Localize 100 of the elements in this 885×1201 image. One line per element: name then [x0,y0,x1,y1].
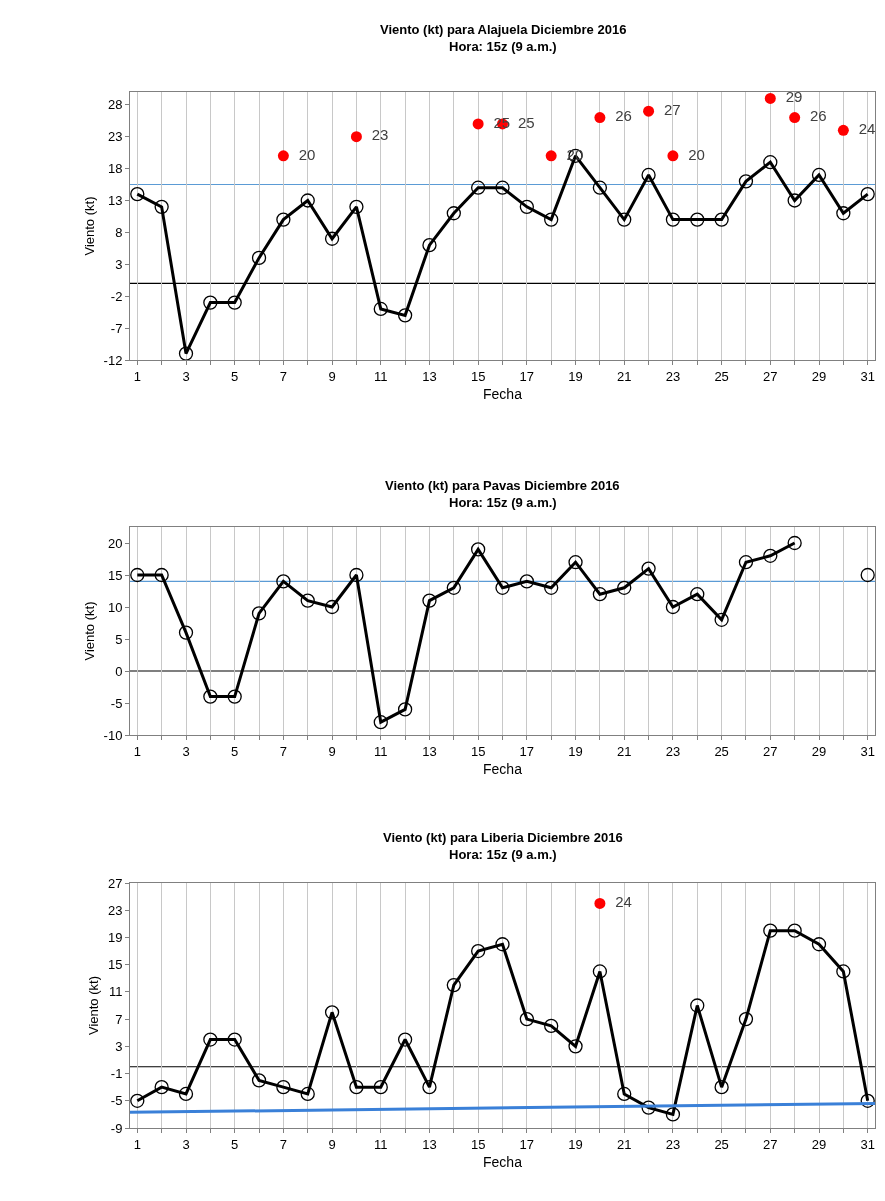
point [811,937,827,952]
point [764,92,776,104]
point [738,1011,754,1027]
y-tick-label: -12 [103,352,123,368]
x-tick-label: 11 [374,1136,388,1152]
chart-title: Viento (kt) para Alajuela Diciembre 2016 [380,22,627,37]
x-tick-label: 21 [617,368,632,384]
y-tick-label: -10 [103,727,123,743]
point [643,105,655,117]
chart-title: Viento (kt) para Liberia Diciembre 2016 [383,830,623,845]
point [665,212,681,227]
point [495,937,510,952]
x-tick-label: 17 [519,743,535,759]
y-tick-label: 8 [115,224,123,240]
x-tick-label: 31 [860,368,875,384]
point [154,567,169,583]
data-label: 24 [851,120,876,138]
x-tick-label: 17 [519,1136,535,1152]
point [154,199,169,214]
point [519,199,534,214]
point [203,689,218,704]
x-tick-label: 7 [279,1136,287,1152]
point [324,1005,340,1020]
y-tick-label: 7 [115,1011,123,1027]
point [837,124,849,136]
x-tick-label: 7 [279,368,287,384]
point [324,231,340,246]
x-tick-label: 5 [231,368,239,384]
y-tick-label: 27 [107,875,123,891]
point [860,186,875,202]
y-axis-title: Viento (kt) [81,601,97,661]
y-axis-title: Viento (kt) [81,196,97,256]
point [349,1080,364,1095]
x-axis-title: Fecha [483,760,523,777]
x-tick-label: 25 [714,368,729,384]
point [251,1073,267,1088]
x-tick-label: 31 [860,743,875,759]
x-tick-label: 25 [714,743,729,759]
point [446,977,461,993]
y-tick-label: 23 [107,129,123,145]
y-tick-label: 20 [107,535,123,551]
point [397,702,413,717]
x-tick-label: 23 [665,368,681,384]
point [324,599,340,615]
chart-subtitle: Hora: 15z (9 a.m.) [449,495,557,510]
x-tick-label: 29 [811,368,827,384]
point [811,167,827,183]
x-tick-label: 27 [763,1136,778,1152]
point [665,599,681,615]
point [594,112,606,124]
point [836,206,851,221]
y-tick-label: -5 [110,695,123,711]
y-tick-label: 10 [107,599,123,615]
point [836,964,851,979]
point [471,542,486,557]
y-tick-label: 11 [108,984,123,1000]
point [544,212,559,227]
point [667,150,679,162]
point [471,180,486,195]
point [349,567,364,583]
data-label: 20 [680,145,705,163]
point [446,206,461,221]
x-tick-label: 15 [470,368,486,384]
point [641,1100,656,1115]
x-tick-label: 1 [133,743,141,759]
point [617,212,632,227]
point [787,193,802,208]
data-label: 29 [778,88,803,106]
x-axis-title: Fecha [483,1153,523,1170]
point [592,964,608,979]
y-tick-label: 19 [107,929,123,945]
y-tick-label: 3 [115,256,123,272]
point [446,580,461,595]
y-axis-title: Viento (kt) [85,975,101,1036]
point [154,1080,169,1095]
x-tick-label: 3 [182,743,190,759]
point [714,612,729,627]
point [350,131,362,143]
point [545,150,557,162]
x-tick-label: 1 [133,1136,141,1152]
point [763,155,778,170]
data-label: 25 [510,113,535,131]
y-tick-label: -2 [110,288,123,304]
y-tick-label: 0 [115,663,123,679]
point [397,1032,413,1047]
x-tick-label: 31 [860,1136,875,1152]
x-tick-label: 25 [714,1136,729,1152]
y-tick-label: 13 [107,193,123,209]
point [763,548,778,563]
chart-title: Viento (kt) para Pavas Diciembre 2016 [385,478,620,493]
point [519,574,534,589]
x-tick-label: 21 [617,1136,632,1152]
point [130,186,145,202]
x-axis-title: Fecha [483,385,523,402]
point [130,567,145,583]
point [690,212,705,227]
point [860,1093,875,1108]
point [277,150,289,162]
point [251,606,267,621]
x-tick-label: 15 [470,743,486,759]
